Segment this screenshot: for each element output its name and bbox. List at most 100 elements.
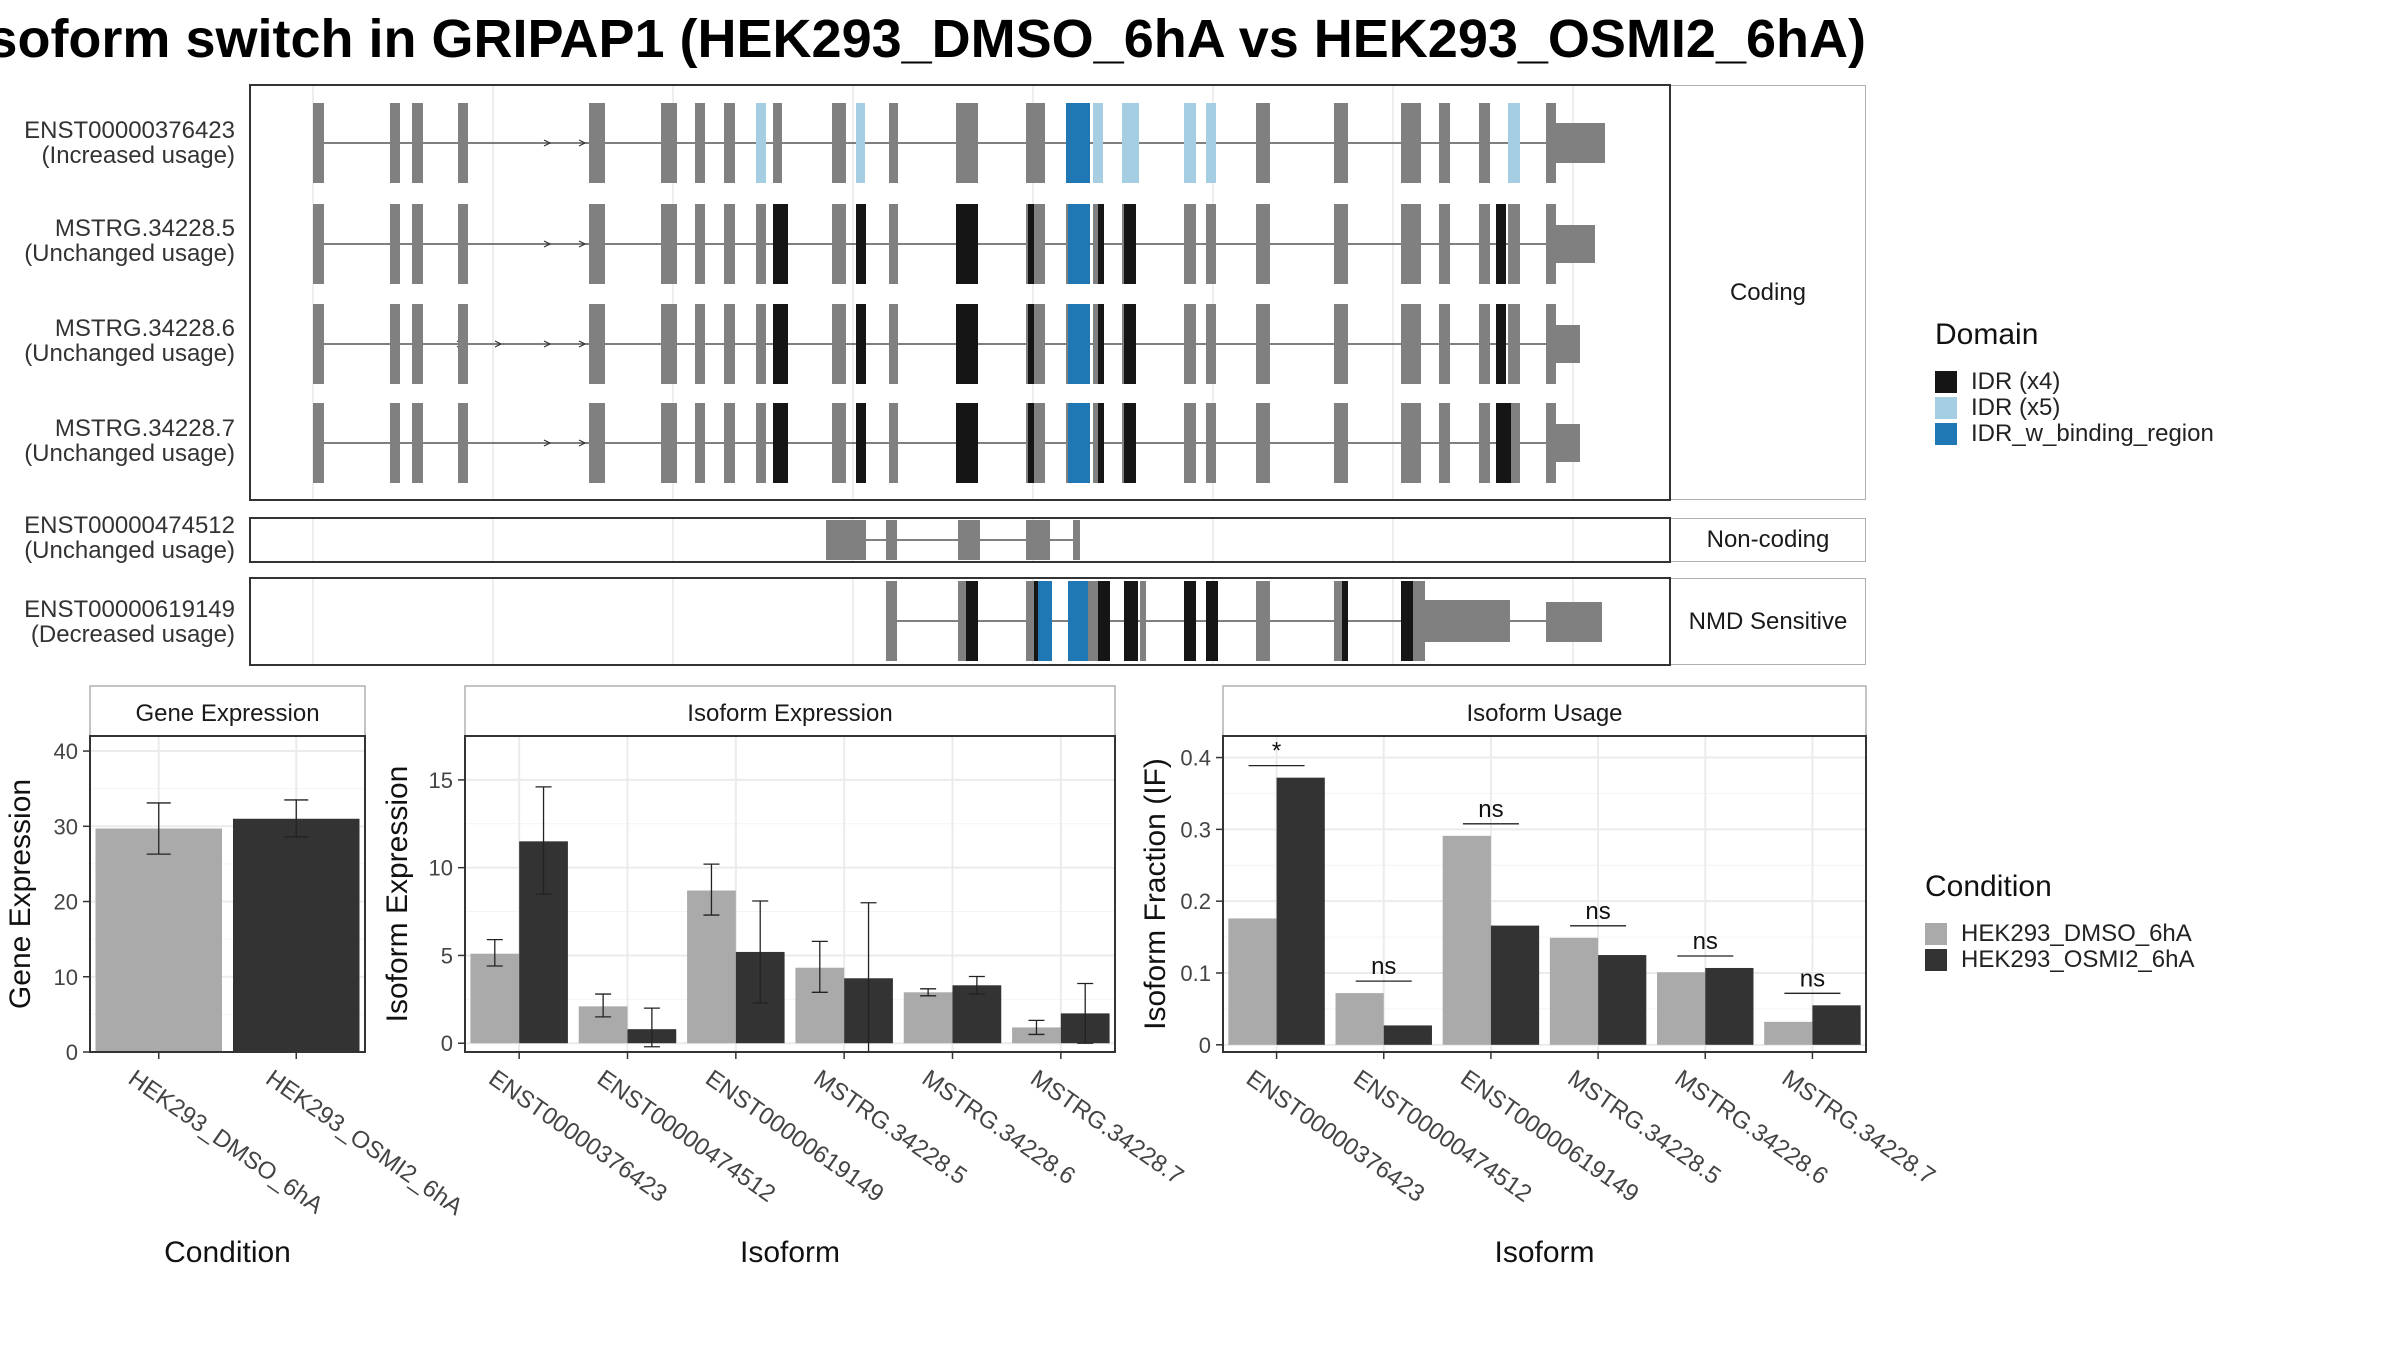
y-tick-label: 0.2	[1180, 889, 1211, 914]
exon	[1098, 403, 1104, 483]
exon	[889, 403, 898, 483]
y-tick-label: 5	[441, 943, 453, 968]
exon	[832, 103, 846, 183]
exon	[1038, 581, 1052, 661]
y-tick-label: 0	[66, 1040, 78, 1065]
exon	[1206, 403, 1216, 483]
x-tick-label: ENST00000619149	[1455, 1065, 1643, 1208]
y-axis-title: Gene Expression	[4, 779, 37, 1009]
panel-border	[89, 735, 366, 1053]
y-tick-label: 0	[1199, 1033, 1211, 1058]
x-axis-title: Condition	[164, 1236, 291, 1269]
exon	[724, 403, 735, 483]
y-tick-label: 0.1	[1180, 961, 1211, 986]
exon	[724, 304, 735, 384]
x-tick-label: ENST00000474512	[1348, 1065, 1536, 1208]
exon	[1206, 103, 1216, 183]
exon	[1508, 204, 1520, 284]
exon	[1439, 103, 1450, 183]
track-panel-border	[249, 577, 1671, 666]
y-tick-label: 10	[429, 856, 453, 881]
exon	[1028, 403, 1034, 483]
utr-block	[1425, 600, 1510, 642]
panel-border	[464, 735, 1116, 1053]
exon	[724, 103, 735, 183]
exon	[1028, 204, 1034, 284]
condition-legend-title: Condition	[1925, 870, 2052, 903]
exon	[458, 103, 468, 183]
exon	[889, 304, 898, 384]
significance-label: ns	[1693, 928, 1718, 955]
bar	[1657, 972, 1706, 1045]
exon	[1206, 304, 1216, 384]
bar-charts: Gene Expression010203040HEK293_DMSO_6hAH…	[4, 685, 1940, 1269]
exon	[695, 103, 705, 183]
exon	[1026, 520, 1050, 560]
exon	[1068, 403, 1090, 483]
exon	[856, 103, 865, 183]
plot-title-area: e isoform switch in GRIPAP1 (HEK293_DMSO…	[0, 8, 1866, 78]
exon	[390, 103, 400, 183]
bar	[95, 828, 222, 1052]
strip-coding: Coding	[1670, 85, 1866, 500]
swatch-osmi2	[1925, 949, 1947, 971]
exon	[889, 204, 898, 284]
strand-arrow	[543, 139, 552, 147]
exon	[412, 403, 423, 483]
exon	[832, 304, 846, 384]
exon	[1098, 581, 1110, 661]
bar	[1442, 835, 1491, 1045]
facet-strip	[464, 685, 1116, 737]
exon	[1439, 304, 1450, 384]
exon	[756, 403, 766, 483]
exon	[1497, 403, 1511, 483]
transcript-structure-plot	[249, 84, 1671, 666]
domain-legend-idr-x5: IDR (x5)	[1935, 394, 2060, 422]
exon	[1026, 103, 1045, 183]
exon	[858, 204, 866, 284]
exon	[1256, 204, 1270, 284]
exon	[1184, 581, 1196, 661]
y-tick-label: 10	[54, 965, 78, 990]
bar	[1276, 777, 1325, 1045]
exon	[889, 103, 898, 183]
exon	[390, 204, 400, 284]
exon	[959, 403, 977, 483]
exon	[589, 204, 605, 284]
exon	[1206, 204, 1216, 284]
exon	[661, 103, 677, 183]
exon	[776, 403, 788, 483]
domain-legend-idr-binding: IDR_w_binding_region	[1935, 420, 2214, 448]
bar	[1812, 1005, 1861, 1045]
exon	[458, 304, 468, 384]
exon	[1401, 403, 1421, 483]
exon	[958, 581, 968, 661]
bar	[1228, 918, 1277, 1045]
y-tick-label: 40	[54, 739, 78, 764]
exon	[858, 304, 866, 384]
facet-strip-label: Isoform Expression	[687, 700, 892, 727]
exon	[1334, 103, 1348, 183]
swatch-idr-binding	[1935, 423, 1957, 445]
exon	[661, 304, 677, 384]
utr-block	[1555, 424, 1580, 462]
exon	[886, 520, 897, 560]
exon	[1413, 581, 1425, 661]
y-tick-label: 30	[54, 814, 78, 839]
exon	[313, 204, 324, 284]
exon	[661, 403, 677, 483]
exon	[1401, 581, 1413, 661]
panel-border	[1222, 735, 1867, 1053]
exon	[1073, 520, 1080, 560]
exon	[1184, 204, 1196, 284]
exon	[826, 520, 866, 560]
condition-legend-dmso: HEK293_DMSO_6hA	[1925, 920, 2192, 948]
strand-arrow	[578, 340, 587, 348]
bar	[1549, 937, 1599, 1045]
exon	[313, 304, 324, 384]
exon	[1256, 581, 1270, 661]
exon	[1479, 403, 1490, 483]
exon	[695, 304, 705, 384]
exon	[313, 103, 324, 183]
